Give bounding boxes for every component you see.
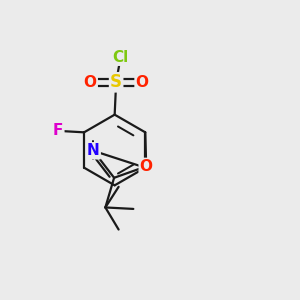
- Text: N: N: [87, 143, 100, 158]
- Text: O: O: [140, 159, 153, 174]
- Text: O: O: [136, 75, 148, 90]
- Text: S: S: [110, 73, 122, 91]
- Text: Cl: Cl: [112, 50, 129, 65]
- Text: O: O: [84, 75, 97, 90]
- Text: F: F: [53, 123, 63, 138]
